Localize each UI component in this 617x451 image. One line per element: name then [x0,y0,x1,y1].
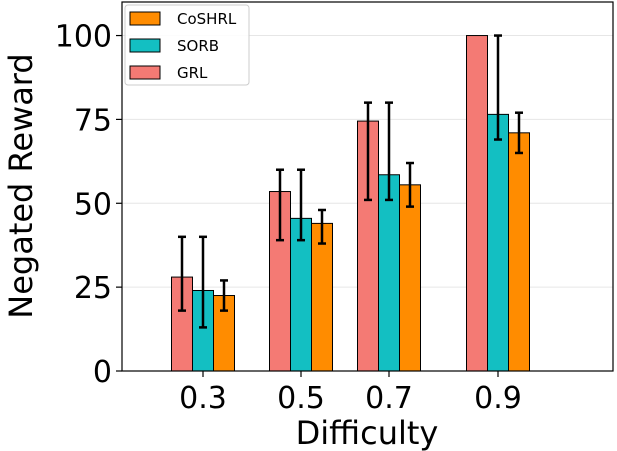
bar-coshrl-0.7 [399,184,421,372]
plot-area-frame [121,1,614,372]
legend-label-grl: GRL [177,64,208,82]
bar-sorb-0.9 [487,113,509,372]
y-tick-label: 75 [74,103,112,138]
y-tick-label: 50 [74,187,112,222]
legend: CoSHRL SORB GRL [124,4,250,86]
x-tick-label: 0.3 [179,381,227,416]
legend-swatch-grl [129,65,161,80]
y-tick-label: 0 [93,355,112,390]
legend-swatch-sorb [129,38,161,53]
bar-coshrl-0.5 [311,222,333,372]
y-axis-ticks: 0 25 50 75 100 [55,20,122,390]
legend-label-sorb: SORB [177,37,219,55]
error-bars [178,34,523,329]
y-tick-label: 100 [55,20,112,55]
x-tick-label: 0.5 [277,381,325,416]
x-tick-label: 0.9 [474,381,522,416]
x-tick-label: 0.7 [365,381,413,416]
bar-grl-0.9 [466,35,488,372]
x-axis-ticks: 0.3 0.5 0.7 0.9 [179,371,522,416]
legend-label-coshrl: CoSHRL [177,10,237,28]
bar-sorb-0.7 [378,174,400,372]
y-tick-label: 25 [74,271,112,306]
y-axis-title: Negated Reward [2,53,40,318]
legend-swatch-coshrl [129,11,161,26]
bar-coshrl-0.9 [508,132,530,372]
x-axis-title: Difficulty [296,414,439,451]
